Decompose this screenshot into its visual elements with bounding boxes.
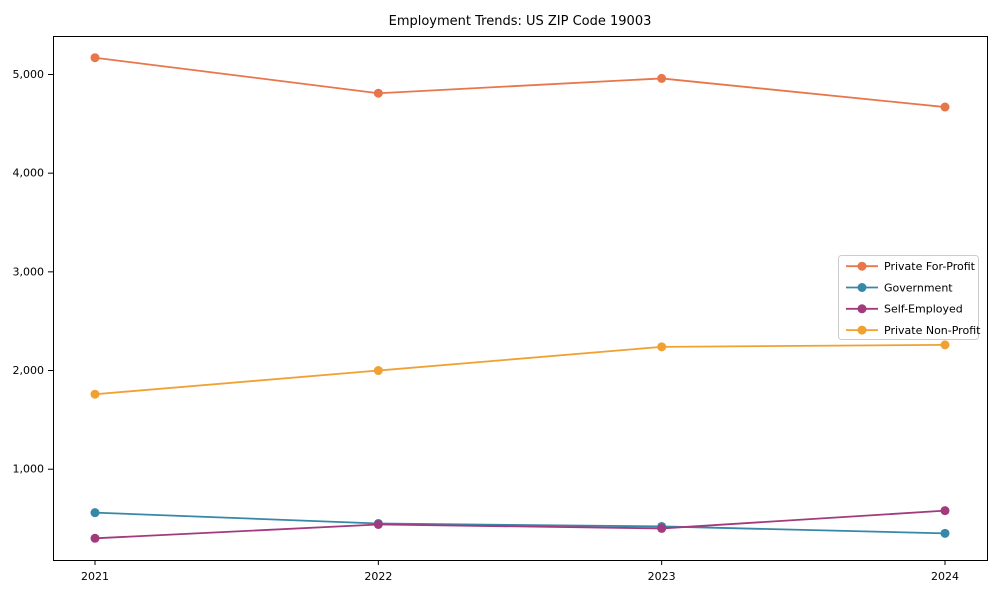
data-point-private-non-profit [940,340,950,350]
data-point-private-for-profit [657,73,667,83]
legend: Private For-Profit Government Self-Employe… [838,255,981,340]
legend-item-label: Private Non-Profit [884,324,981,337]
series-line-government [94,511,946,535]
data-point-private-for-profit [373,88,383,98]
series-government [90,508,950,538]
data-point-self-employed [940,506,950,516]
data-point-self-employed [373,519,383,529]
legend-sample-marker [857,304,867,314]
series-line-private-non-profit [94,343,946,396]
data-point-self-employed [657,523,667,533]
legend-item-label: Private For-Profit [884,260,976,273]
legend-sample-marker [857,261,867,271]
series-line-private-for-profit [94,56,946,108]
series-private-non-profit [90,340,950,399]
x-axis-tick-label: 2021 [81,570,109,583]
legend-item-label: Government [884,281,953,294]
legend-box [838,255,979,340]
plot-border [53,36,988,561]
x-axis-tick-label: 2023 [648,570,676,583]
x-axis-tick-label: 2024 [931,570,959,583]
y-axis-tick-label: 2,000 [13,364,45,377]
data-point-private-for-profit [940,102,950,112]
y-axis-tick-label: 3,000 [13,265,45,278]
data-point-government [940,528,950,538]
x-axis-tick-label: 2022 [364,570,392,583]
series-private-for-profit [90,53,950,112]
data-point-private-non-profit [90,389,100,399]
data-point-private-non-profit [373,366,383,376]
data-point-private-for-profit [90,53,100,63]
series-self-employed [90,506,950,543]
y-axis-tick-label: 5,000 [13,68,45,81]
series-line-self-employed [94,509,946,540]
data-point-government [90,508,100,518]
y-axis-tick-label: 4,000 [13,167,45,180]
data-point-self-employed [90,533,100,543]
data-point-private-non-profit [657,342,667,352]
y-axis-tick-label: 1,000 [13,463,45,476]
legend-sample-marker [857,325,867,335]
legend-sample-marker [857,283,867,292]
chart-title: Employment Trends: US ZIP Code 19003 [389,14,652,29]
legend-item-label: Self-Employed [884,303,963,316]
